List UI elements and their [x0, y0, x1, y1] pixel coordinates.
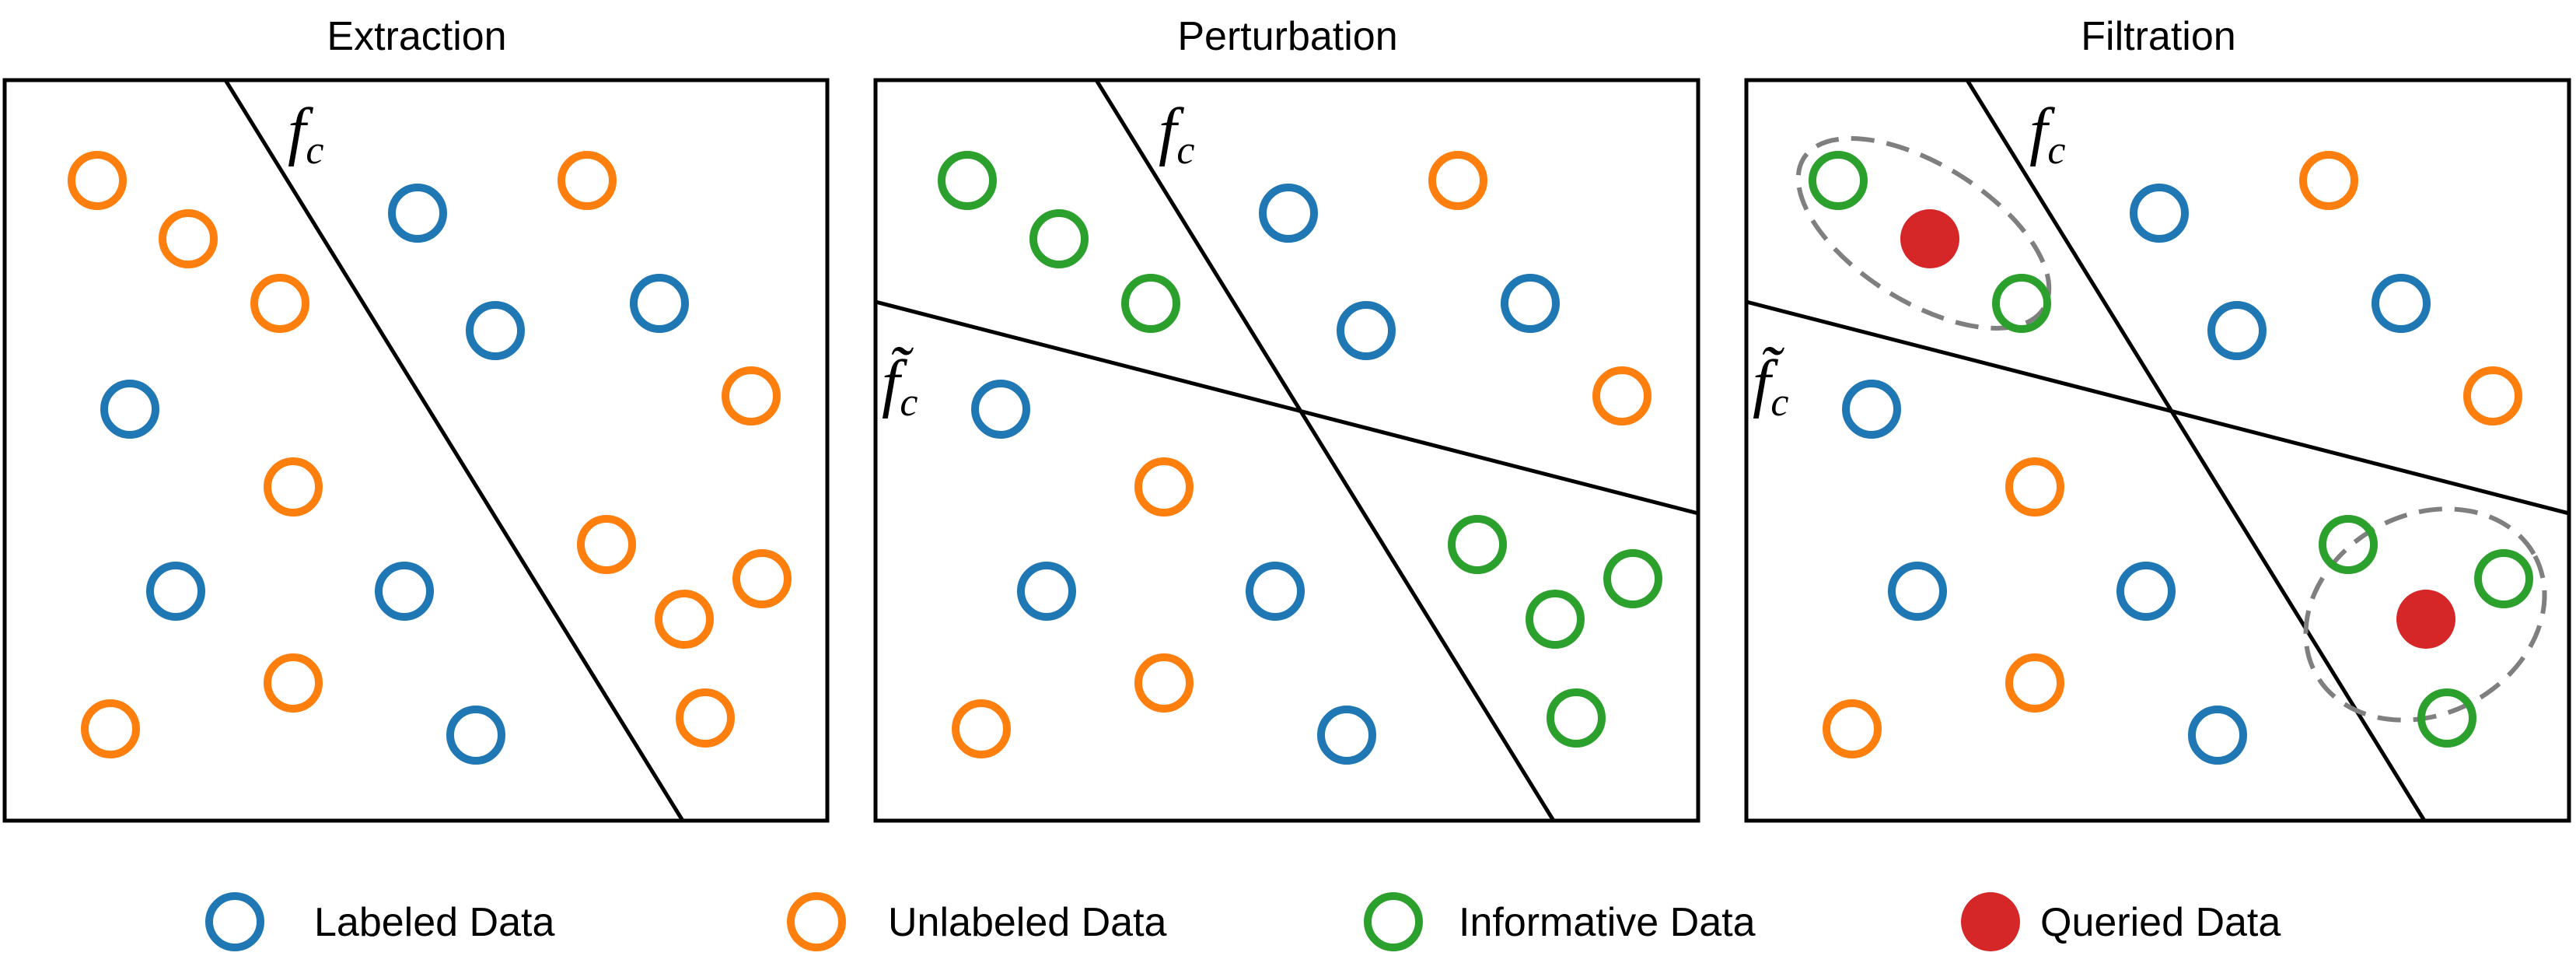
legend-item-labeled: Labeled Data [205, 892, 554, 951]
unlabeled-point [2299, 151, 2358, 210]
labeled-point [1246, 562, 1305, 621]
unlabeled-point [557, 151, 617, 210]
panel-filtration: Filtration fc f̃c [1744, 14, 2571, 823]
informative-point [2319, 515, 2378, 574]
queried-swatch [1961, 892, 2020, 951]
query-region-ellipse [2303, 506, 2547, 723]
legend-item-queried: Queried Data [1961, 892, 2281, 951]
legend-item-informative: Informative Data [1364, 892, 1756, 951]
panel-frame [1744, 78, 2571, 823]
legend-label: Unlabeled Data [888, 900, 1167, 945]
labeled-point [100, 380, 159, 439]
unlabeled-point [952, 699, 1011, 758]
labeled-point [1888, 562, 1947, 621]
labeled-point [1259, 184, 1318, 243]
labeled-point [2188, 706, 2247, 765]
unlabeled-point [1592, 366, 1652, 425]
decision-boundary [1965, 79, 2427, 822]
labeled-point [2207, 301, 2267, 360]
labeled-point [446, 706, 505, 765]
unlabeled-point [2463, 366, 2522, 425]
unlabeled-point [722, 366, 781, 425]
legend-label: Queried Data [2040, 900, 2281, 945]
perturbed-boundary [1746, 299, 2570, 516]
panel-title-perturbation: Perturbation [1177, 14, 1397, 59]
panel-title-extraction: Extraction [327, 14, 506, 59]
labeled-point [1501, 274, 1560, 333]
legend-label: Labeled Data [314, 900, 554, 945]
labeled-point [388, 184, 447, 243]
unlabeled-point [1134, 653, 1194, 713]
unlabeled-point [159, 209, 218, 268]
labeled-point [466, 301, 525, 360]
unlabeled-point [264, 653, 323, 713]
informative-point [1448, 515, 1507, 574]
unlabeled-point [2005, 653, 2064, 713]
unlabeled-point [655, 590, 714, 649]
legend: Labeled Data Unlabeled Data Informative … [205, 892, 2281, 951]
panel-extraction: Extraction fc [2, 14, 830, 823]
queried-point [2396, 590, 2455, 649]
legend-item-unlabeled: Unlabeled Data [787, 892, 1167, 951]
boundary-label: fc [1159, 95, 1194, 173]
queried-point [1900, 209, 1959, 268]
informative-point [1029, 209, 1089, 268]
boundary-label: fc [2029, 95, 2065, 173]
informative-point [1547, 688, 1606, 748]
labeled-point [2130, 184, 2189, 243]
data-points [1809, 151, 2533, 765]
unlabeled-point [68, 151, 127, 210]
panel-title-filtration: Filtration [2081, 14, 2235, 59]
labeled-point [2372, 274, 2431, 333]
unlabeled-point [577, 515, 636, 574]
informative-point [1603, 549, 1662, 608]
informative-swatch [1364, 892, 1423, 951]
labeled-point [2116, 562, 2176, 621]
labeled-point [630, 274, 689, 333]
perturbed-boundary-label: f̃c [882, 346, 918, 425]
boundary-label: fc [288, 95, 323, 173]
perturbed-boundary-label: f̃c [1753, 346, 1788, 425]
labeled-point [1017, 562, 1076, 621]
data-points [68, 151, 792, 765]
labeled-point [1317, 706, 1376, 765]
unlabeled-point [2005, 457, 2064, 517]
legend-label: Informative Data [1459, 900, 1756, 945]
informative-point [2474, 549, 2533, 608]
unlabeled-point [1428, 151, 1487, 210]
labeled-point [1337, 301, 1396, 360]
unlabeled-point [1823, 699, 1882, 758]
decision-boundary [223, 79, 685, 822]
informative-point [1526, 590, 1585, 649]
labeled-point [1842, 380, 1901, 439]
unlabeled-swatch [787, 892, 846, 951]
panel-frame [2, 78, 830, 823]
labeled-swatch [205, 892, 264, 951]
unlabeled-point [81, 699, 140, 758]
unlabeled-point [732, 549, 792, 608]
data-points [938, 151, 1662, 765]
informative-point [1121, 274, 1180, 333]
informative-point [1809, 151, 1868, 210]
unlabeled-point [1134, 457, 1194, 517]
panel-perturbation: Perturbation fc f̃c [873, 14, 1700, 823]
unlabeled-point [264, 457, 323, 517]
unlabeled-point [250, 274, 309, 333]
informative-point [2417, 688, 2476, 748]
decision-boundary [1094, 79, 1556, 822]
perturbed-boundary [875, 299, 1699, 516]
labeled-point [375, 562, 434, 621]
informative-point [1992, 274, 2051, 333]
unlabeled-point [676, 688, 735, 748]
labeled-point [971, 380, 1030, 439]
informative-point [938, 151, 997, 210]
panel-frame [873, 78, 1700, 823]
labeled-point [146, 562, 205, 621]
